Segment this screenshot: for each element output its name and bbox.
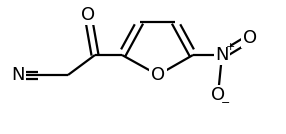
Text: O: O <box>81 6 95 24</box>
Text: +: + <box>225 42 235 52</box>
Text: O: O <box>243 29 257 47</box>
Text: N: N <box>11 66 25 84</box>
Text: O: O <box>211 86 225 104</box>
Text: O: O <box>151 66 165 84</box>
Text: −: − <box>221 98 231 108</box>
Text: N: N <box>215 46 229 64</box>
